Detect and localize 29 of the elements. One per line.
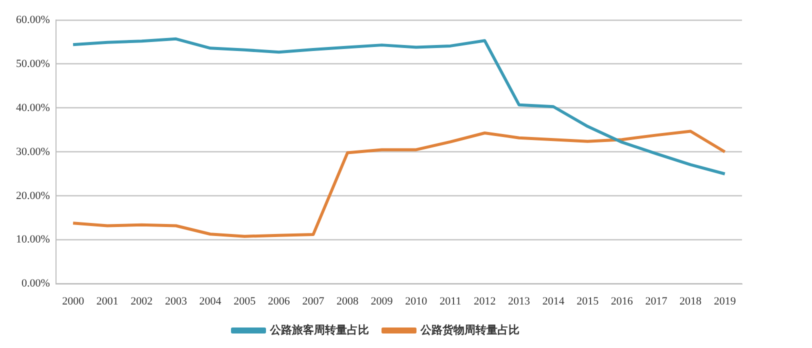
x-tick-label: 2014 (542, 295, 565, 308)
x-tick-label: 2016 (610, 295, 634, 308)
y-tick-label: 10.00% (16, 234, 50, 246)
x-tick-label: 2008 (336, 295, 359, 308)
x-tick-label: 2000 (62, 295, 85, 308)
x-tick-label: 2013 (508, 295, 531, 308)
x-tick-label: 2018 (680, 295, 702, 308)
y-tick-label: 30.00% (16, 146, 50, 158)
y-tick-label: 50.00% (16, 58, 50, 70)
legend-label: 公路货物周转量占比 (420, 323, 520, 336)
x-tick-label: 2011 (440, 295, 462, 308)
x-tick-label: 2019 (714, 295, 736, 308)
x-tick-label: 2009 (370, 295, 394, 308)
x-tick-label: 2005 (234, 295, 256, 308)
x-tick-label: 2007 (302, 295, 325, 308)
y-tick-label: 0.00% (21, 278, 50, 290)
x-tick-label: 2010 (405, 295, 428, 308)
legend-label: 公路旅客周转量占比 (269, 323, 369, 336)
x-tick-label: 2017 (645, 295, 668, 308)
x-tick-label: 2006 (268, 295, 290, 308)
x-tick-label: 2002 (130, 295, 153, 308)
x-tick-label: 2004 (199, 295, 222, 308)
x-tick-label: 2003 (164, 295, 188, 308)
x-tick-label: 2012 (474, 295, 496, 308)
y-tick-label: 40.00% (16, 102, 50, 114)
y-tick-label: 60.00% (16, 14, 50, 26)
x-tick-label: 2001 (96, 295, 118, 308)
y-tick-label: 20.00% (16, 190, 50, 202)
x-tick-label: 2015 (576, 295, 600, 308)
